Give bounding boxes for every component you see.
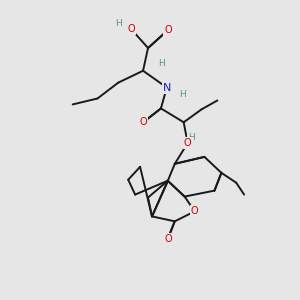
Text: H: H [115, 19, 122, 28]
Text: O: O [128, 24, 135, 34]
Text: O: O [139, 117, 147, 127]
Text: H: H [188, 133, 195, 142]
Text: N: N [163, 82, 171, 93]
Text: O: O [191, 206, 198, 216]
Text: O: O [184, 138, 191, 148]
Text: H: H [179, 90, 186, 99]
Text: H: H [158, 59, 165, 68]
Text: O: O [164, 25, 172, 35]
Text: O: O [164, 234, 172, 244]
